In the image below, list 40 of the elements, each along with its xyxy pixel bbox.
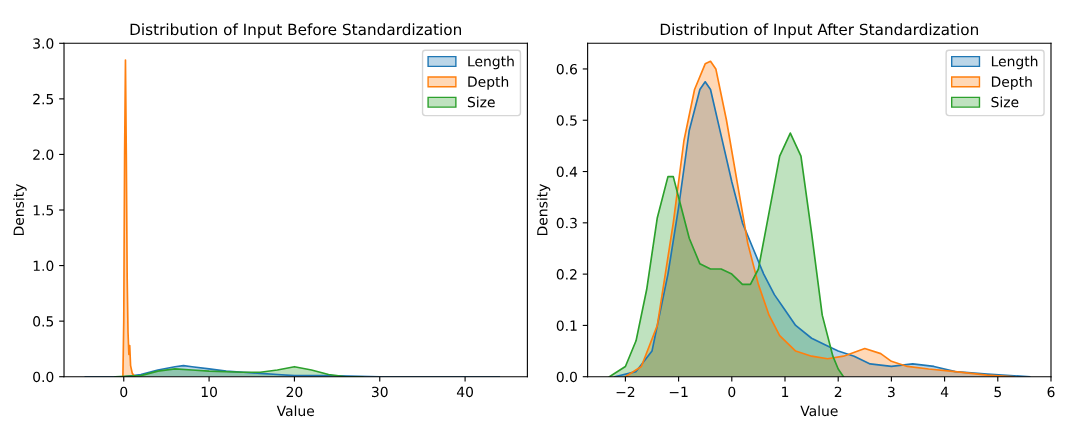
x-tick-label: 4 (940, 386, 949, 397)
y-tick-label: 0.4 (556, 166, 578, 178)
y-tick-label: 0.6 (556, 63, 578, 75)
y-tick-label: 0.2 (556, 269, 577, 280)
y-tick-label: 2.0 (33, 149, 54, 160)
y-tick-label: 0.5 (33, 316, 54, 327)
x-tick-label: 0 (728, 386, 736, 398)
legend-label: Depth (991, 76, 1032, 90)
x-tick-label: 5 (994, 386, 1001, 398)
x-axis-title: Value (276, 405, 315, 417)
x-tick-label: 0 (120, 386, 128, 398)
y-tick-label: 3.0 (33, 38, 54, 49)
y-tick-label: 0.0 (556, 371, 577, 383)
chart-title: Distribution of Input After Standardization (660, 23, 978, 39)
x-tick-label: −2 (616, 386, 635, 397)
y-axis-title: Density (13, 184, 27, 236)
legend-label: Size (991, 96, 1019, 108)
legend-label: Length (991, 55, 1038, 70)
y-tick-label: 0.3 (556, 217, 577, 229)
x-tick-label: 10 (201, 386, 217, 398)
y-tick-label: 1.0 (33, 260, 54, 272)
x-axis-title: Value (800, 405, 838, 417)
x-tick-label: 40 (456, 386, 474, 398)
x-tick-label: −1 (669, 386, 688, 397)
legend-label: Length (468, 55, 514, 70)
x-tick-label: 1 (782, 386, 789, 397)
y-tick-label: 0.5 (556, 115, 577, 126)
y-tick-label: 2.5 (33, 93, 54, 105)
x-tick-label: 6 (1047, 386, 1055, 398)
y-tick-label: 0.1 (556, 320, 577, 331)
chart-title: Distribution of Input Before Standardization (130, 23, 461, 39)
x-tick-label: 20 (286, 386, 303, 398)
x-tick-label: 2 (834, 386, 842, 397)
x-tick-label: 30 (371, 386, 388, 398)
legend-label: Depth (468, 76, 509, 90)
y-tick-label: 1.5 (33, 205, 54, 216)
x-tick-label: 3 (888, 386, 895, 398)
y-tick-label: 0.0 (33, 371, 54, 383)
legend-label: Size (467, 96, 495, 108)
y-axis-title: Density (536, 184, 551, 236)
